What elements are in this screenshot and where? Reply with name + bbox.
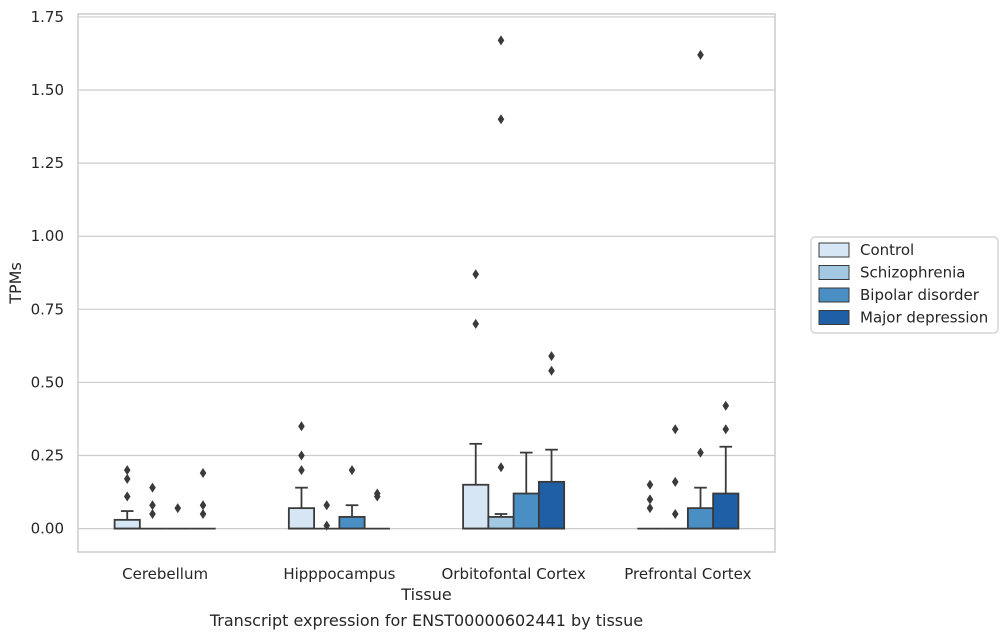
- outlier-point: [323, 500, 331, 511]
- outlier-point: [149, 508, 156, 519]
- outlier-point: [497, 114, 505, 125]
- outlier-point: [298, 450, 305, 461]
- box-2-1: [338, 465, 366, 530]
- y-tick-label: 1.75: [31, 8, 64, 26]
- box-1-0: [139, 482, 166, 530]
- outlier-point: [348, 465, 356, 476]
- chart-caption: Transcript expression for ENST0000060244…: [209, 611, 643, 630]
- x-tick-label: Hipppocampus: [283, 565, 395, 583]
- legend: Control Schizophrenia Bipolar disorder Majo…: [810, 236, 999, 334]
- y-tick-label: 0.25: [31, 447, 64, 465]
- legend-label: Control: [860, 241, 914, 259]
- box-body: [537, 480, 566, 530]
- gridlines: [78, 16, 775, 530]
- outlier-point: [149, 482, 156, 493]
- box-body: [487, 516, 515, 530]
- outlier-point: [646, 503, 654, 514]
- outlier-point: [722, 400, 730, 411]
- box-3-2: [537, 351, 566, 530]
- box-series: [113, 35, 740, 531]
- outlier-point: [472, 269, 480, 280]
- outlier-point: [697, 447, 704, 458]
- legend-label: Schizophrenia: [860, 264, 965, 282]
- y-tick-label: 0.50: [31, 373, 64, 391]
- box-body: [512, 492, 540, 530]
- outlier-point: [646, 494, 654, 505]
- y-tick-label: 1.00: [31, 227, 64, 245]
- outlier-point: [497, 35, 505, 46]
- box-2-2: [512, 451, 540, 530]
- x-tick-label: Cerebellum: [122, 565, 208, 583]
- box-3-1: [364, 488, 390, 530]
- outlier-point: [548, 351, 555, 362]
- box-3-3: [712, 400, 740, 530]
- legend-swatch: [818, 242, 850, 258]
- box-0-3: [637, 479, 663, 530]
- y-axis-ticks: 0.00 0.25 0.50 0.75 1.00 1.25 1.50 1.75: [31, 8, 64, 538]
- outlier-point: [472, 318, 480, 329]
- outlier-point: [298, 421, 305, 432]
- x-axis-label: Tissue: [400, 585, 451, 604]
- box-1-2: [487, 35, 515, 530]
- box-body: [113, 518, 141, 530]
- outlier-point: [646, 479, 654, 490]
- box-1-1: [314, 500, 340, 531]
- x-tick-label: Orbitofontal Cortex: [442, 565, 586, 583]
- box-0-2: [462, 269, 490, 530]
- outlier-point: [323, 520, 331, 531]
- box-3-0: [190, 468, 216, 530]
- box-2-0: [165, 503, 191, 530]
- x-axis-ticks: Cerebellum Hipppocampus Orbitofontal Corte…: [122, 565, 751, 583]
- outlier-point: [123, 473, 131, 484]
- box-0-0: [113, 465, 141, 530]
- box-0-1: [287, 421, 316, 530]
- box-body: [462, 483, 490, 530]
- outlier-point: [697, 49, 704, 60]
- outlier-point: [298, 465, 305, 476]
- outlier-point: [199, 500, 207, 511]
- box-body: [287, 507, 316, 530]
- outlier-point: [497, 462, 505, 473]
- box-body: [712, 492, 740, 530]
- legend-swatch: [818, 265, 850, 280]
- outlier-point: [149, 500, 156, 511]
- outlier-point: [123, 465, 131, 476]
- y-tick-label: 0.00: [31, 520, 64, 538]
- legend-swatch: [818, 310, 850, 325]
- outlier-point: [123, 491, 131, 502]
- y-tick-label: 1.25: [31, 154, 64, 172]
- box-2-3: [686, 49, 715, 530]
- legend-label: Major depression: [860, 309, 988, 327]
- outlier-point: [671, 508, 679, 519]
- outlier-point: [722, 424, 730, 435]
- legend-frame: [810, 236, 999, 334]
- box-body: [686, 507, 715, 530]
- outlier-point: [199, 508, 207, 519]
- legend-swatch: [818, 287, 850, 303]
- legend-label: Bipolar disorder: [860, 286, 980, 304]
- y-tick-label: 0.75: [31, 300, 64, 318]
- outlier-point: [199, 468, 207, 479]
- y-axis-label: TPMs: [6, 262, 25, 305]
- outlier-point: [548, 365, 555, 376]
- y-tick-label: 1.50: [31, 81, 64, 99]
- outlier-point: [671, 476, 679, 487]
- box-1-3: [662, 424, 688, 530]
- x-tick-label: Prefrontal Cortex: [624, 565, 751, 583]
- box-body: [338, 516, 366, 530]
- outlier-point: [373, 488, 381, 499]
- outlier-point: [174, 503, 182, 514]
- plot-area-frame: [77, 13, 776, 553]
- outlier-point: [671, 424, 679, 435]
